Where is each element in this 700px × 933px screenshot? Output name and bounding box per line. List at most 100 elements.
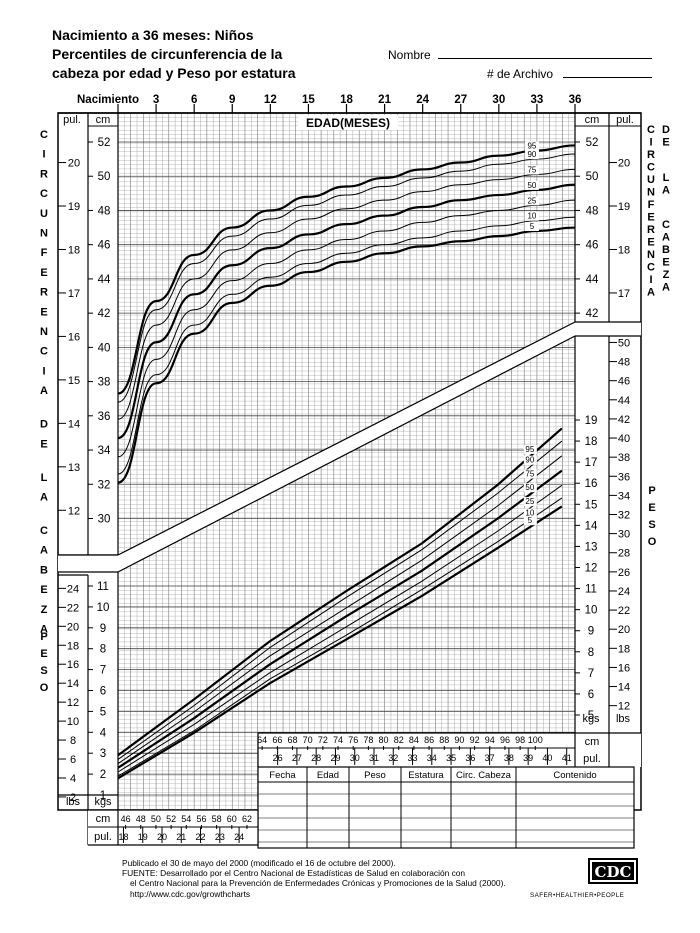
- wl-curve-label-p95: 95: [525, 445, 534, 454]
- hc-in-label-left: 16: [68, 331, 80, 343]
- footer-line-3: el Centro Nacional para la Prevención de…: [130, 878, 506, 889]
- hc-in-label-left: 14: [68, 418, 80, 430]
- cdc-logo-icon: CDC: [588, 858, 638, 884]
- wl-curve-label-p50: 50: [525, 483, 534, 492]
- wl-kg-label-right: 5: [588, 710, 594, 722]
- wl-kg-label-left: 10: [97, 602, 110, 614]
- hc-cm-label-left: 52: [98, 137, 111, 149]
- hc-vertical-label-left: C: [40, 129, 48, 141]
- age-tick-label: 33: [531, 94, 544, 106]
- hc-cm-label-right: 44: [586, 274, 599, 286]
- length-cm-label-lower: 60: [227, 814, 237, 824]
- length-cm-label-upper: 68: [287, 735, 297, 745]
- length-cm-label-upper: 66: [272, 735, 282, 745]
- hc-vertical-label-left: I: [42, 149, 45, 161]
- length-in-label-upper: 29: [330, 753, 340, 763]
- name-field[interactable]: [438, 58, 652, 59]
- hc-cm-label-left: 40: [98, 342, 111, 354]
- hc-cm-label-right: 48: [586, 205, 599, 217]
- wl-lb-label-left: 16: [67, 659, 79, 671]
- length-cm-label-upper: 88: [439, 735, 449, 745]
- hc-cm-label-left: 30: [98, 514, 111, 526]
- title-line-2: Percentiles de circunferencia de la: [52, 46, 283, 62]
- chart-frame: [57, 112, 642, 811]
- age-axis-label: EDAD(MESES): [306, 116, 390, 130]
- length-cm-label-lower: 54: [181, 814, 191, 824]
- hc-vertical-label-left: A: [40, 491, 48, 503]
- hc-curve-p75: [117, 168, 576, 420]
- wl-curve-label-p90: 90: [525, 456, 534, 465]
- wl-lb-label-right: 50: [618, 337, 630, 349]
- wl-kg-label-right: 13: [585, 541, 598, 553]
- hc-curve-label-p10: 10: [527, 212, 536, 221]
- wl-kg-label-left: 7: [100, 665, 106, 677]
- length-in-label-lower: 19: [138, 832, 148, 842]
- length-in-label-upper: 38: [504, 753, 514, 763]
- length-in-label-upper: 34: [427, 753, 437, 763]
- hc-in-label-left: 13: [68, 462, 80, 474]
- hc-cm-label-right: 42: [586, 308, 599, 320]
- wl-lb-label-left: 2: [70, 792, 76, 804]
- length-in-label-lower: 18: [118, 832, 128, 842]
- wl-kg-label-left: 11: [97, 581, 109, 593]
- hc-cm-label-left: 34: [98, 445, 111, 457]
- wl-kg-label-left: 5: [100, 706, 106, 718]
- hc-cm-unit-right: cm: [585, 114, 600, 126]
- hc-vertical-label-left: A: [40, 545, 48, 557]
- wl-lb-label-right: 20: [618, 624, 630, 636]
- length-in-label-lower: 22: [196, 832, 206, 842]
- footer-line-1: Publicado el 30 de mayo del 2000 (modifi…: [122, 858, 396, 868]
- length-cm-label-lower: 62: [242, 814, 252, 824]
- age-tick-label: 18: [340, 94, 353, 106]
- length-cm-label-upper: 76: [348, 735, 358, 745]
- hc-curve-label-bg: [524, 221, 539, 231]
- name-label: Nombre: [388, 48, 431, 62]
- hc-vertical-label-right: N: [647, 187, 655, 199]
- wl-lb-label-right: 30: [618, 529, 630, 541]
- hc-cm-label-right: 52: [586, 137, 599, 149]
- record-number-label: # de Archivo: [487, 67, 554, 81]
- wl-vertical-label-left: O: [40, 682, 49, 694]
- hc-vertical-label-right: C: [662, 219, 670, 231]
- length-cm-label-upper: 90: [454, 735, 464, 745]
- wl-lb-label-right: 24: [618, 586, 630, 598]
- wl-curve-label-bg: [523, 508, 537, 518]
- hc-vertical-label-right: E: [647, 237, 654, 249]
- footer-line-2: FUENTE: Desarrollado por el Centro Nacio…: [122, 868, 466, 879]
- hc-cm-label-left: 48: [98, 205, 111, 217]
- record-number-field[interactable]: [563, 77, 652, 78]
- hc-cm-label-left: 50: [98, 171, 111, 183]
- hc-vertical-label-left: E: [40, 306, 47, 318]
- title-line-1: Nacimiento a 36 meses: Niños: [52, 27, 254, 43]
- hc-cm-label-left: 36: [98, 411, 111, 423]
- hc-cm-label-right: 46: [586, 240, 599, 252]
- age-tick-label: 12: [264, 94, 277, 106]
- wl-kg-label-right: 17: [585, 457, 598, 469]
- separator-band: [58, 322, 641, 572]
- hc-curve-label-p90: 90: [527, 150, 536, 159]
- hc-vertical-label-left: N: [40, 326, 48, 338]
- length-cm-label-upper: 96: [500, 735, 510, 745]
- wl-lb-label-right: 22: [618, 605, 630, 617]
- hc-vertical-label-right: E: [647, 212, 654, 224]
- wl-lb-label-left: 18: [67, 640, 79, 652]
- hc-vertical-label-right: A: [647, 287, 655, 299]
- hc-cm-label-left: 32: [98, 479, 111, 491]
- wl-lb-label-right: 40: [618, 433, 630, 445]
- wl-lb-label-left: 20: [67, 621, 79, 633]
- hc-curve-label-bg: [524, 150, 539, 160]
- length-in-label-upper: 33: [408, 753, 418, 763]
- hc-curve-p25: [117, 199, 576, 458]
- hc-cm-unit-left: cm: [96, 114, 111, 126]
- hc-vertical-label-left: C: [40, 188, 48, 200]
- length-in-label-lower: 24: [234, 832, 244, 842]
- record-table-header: Circ. Cabeza: [456, 770, 512, 781]
- wl-kg-label-right: 11: [585, 584, 597, 596]
- age-label-bg: [298, 115, 398, 130]
- age-tick-label: 21: [378, 94, 391, 106]
- footer-url[interactable]: http://www.cdc.gov/growthcharts: [130, 888, 251, 899]
- wl-curve-label-bg: [523, 469, 537, 479]
- wl-curve-label-bg: [523, 455, 537, 465]
- wl-vertical-label-right: E: [648, 502, 655, 514]
- hc-cm-label-left: 38: [98, 377, 111, 389]
